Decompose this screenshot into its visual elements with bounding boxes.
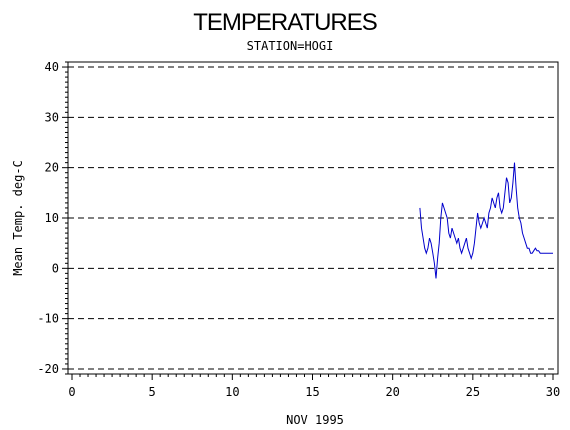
plot-frame [67, 61, 559, 375]
x-tick-label-30: 30 [546, 385, 560, 399]
y-axis-ticks: -20 -10 0 10 20 30 40 [37, 60, 68, 376]
chart-subtitle: STATION=HOGI [247, 39, 334, 53]
x-tick-label-20: 20 [385, 385, 399, 399]
chart-title: TEMPERATURES [193, 9, 377, 36]
y-axis-label: Mean Temp. deg-C [11, 160, 25, 276]
y-tick-label-30: 30 [45, 110, 59, 124]
x-tick-label-15: 15 [305, 385, 319, 399]
y-tick-label-20: 20 [45, 161, 59, 175]
y-tick-label--20: -20 [37, 362, 59, 376]
x-tick-label-10: 10 [225, 385, 239, 399]
x-tick-label-25: 25 [466, 385, 480, 399]
series-line [419, 162, 553, 279]
y-tick-label-0: 0 [52, 261, 59, 275]
gridlines [68, 66, 558, 370]
y-tick-label-10: 10 [45, 211, 59, 225]
x-axis-label: NOV 1995 [286, 413, 344, 427]
x-axis-ticks: 0 5 10 15 20 25 30 [68, 374, 560, 399]
y-tick-label--10: -10 [37, 312, 59, 326]
y-tick-label-40: 40 [45, 60, 59, 74]
x-tick-label-0: 0 [68, 385, 75, 399]
x-tick-label-5: 5 [149, 385, 156, 399]
